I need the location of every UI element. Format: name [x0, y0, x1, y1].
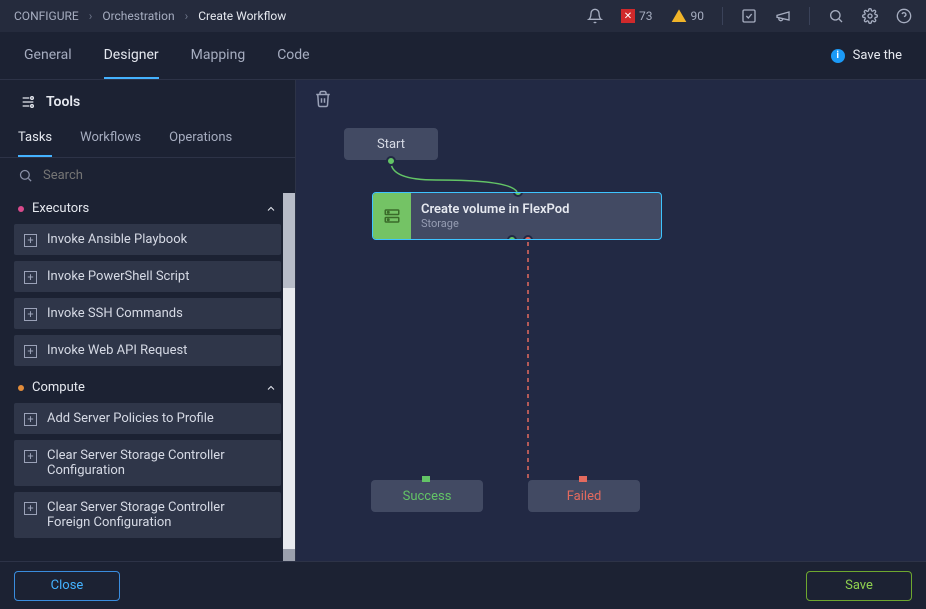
group-executors-label: Executors: [32, 201, 89, 216]
tools-icon: [20, 94, 36, 110]
bell-icon[interactable]: [587, 8, 603, 24]
breadcrumb: CONFIGURE › Orchestration › Create Workf…: [14, 9, 286, 23]
task-label: Add Server Policies to Profile: [47, 411, 214, 426]
alert-warning-count: 90: [691, 9, 705, 23]
megaphone-icon[interactable]: [775, 8, 791, 24]
node-start[interactable]: Start: [344, 128, 438, 160]
scrollbar-arrow-down[interactable]: [283, 549, 295, 561]
scrollbar-thumb[interactable]: [283, 193, 295, 288]
alert-warning-badge[interactable]: 90: [671, 8, 705, 24]
search-icon: [18, 168, 33, 183]
tab-code[interactable]: Code: [277, 32, 309, 79]
task-label: Clear Server Storage Controller Foreign …: [47, 500, 271, 530]
task-label: Invoke PowerShell Script: [47, 269, 189, 284]
breadcrumb-root[interactable]: CONFIGURE: [14, 9, 79, 23]
node-failed[interactable]: Failed: [528, 480, 640, 512]
breadcrumb-orchestration[interactable]: Orchestration: [102, 9, 174, 23]
port-in[interactable]: [579, 476, 587, 482]
subtab-workflows[interactable]: Workflows: [80, 120, 141, 157]
plus-icon: +: [24, 271, 37, 284]
critical-icon: ✕: [621, 9, 635, 23]
plus-icon: +: [24, 345, 37, 358]
node-subtitle: Storage: [421, 217, 569, 230]
workflow-canvas[interactable]: Start Create volume in FlexPod Storage S…: [296, 80, 926, 561]
node-success[interactable]: Success: [371, 480, 483, 512]
group-executors[interactable]: Executors: [14, 193, 281, 224]
node-title: Create volume in FlexPod: [421, 202, 569, 217]
plus-icon: +: [24, 308, 37, 321]
close-button[interactable]: Close: [14, 571, 120, 601]
task-label: Clear Server Storage Controller Configur…: [47, 448, 271, 478]
alert-critical-count: 73: [639, 9, 653, 23]
task-item[interactable]: + Invoke PowerShell Script: [14, 261, 281, 292]
node-success-label: Success: [403, 489, 452, 504]
tab-designer[interactable]: Designer: [104, 32, 159, 79]
node-create-volume[interactable]: Create volume in FlexPod Storage: [372, 192, 662, 240]
node-failed-label: Failed: [567, 489, 602, 504]
task-label: Invoke Ansible Playbook: [47, 232, 187, 247]
chevron-up-icon: [265, 203, 277, 215]
divider: [722, 7, 723, 25]
plus-icon: +: [24, 413, 37, 426]
subtab-tasks[interactable]: Tasks: [18, 120, 52, 157]
chevron-right-icon: ›: [185, 9, 189, 23]
task-item[interactable]: + Clear Server Storage Controller Configu…: [14, 440, 281, 486]
group-compute[interactable]: Compute: [14, 372, 281, 403]
port-out[interactable]: [386, 156, 396, 166]
task-item[interactable]: + Add Server Policies to Profile: [14, 403, 281, 434]
dot-icon: [18, 385, 24, 391]
task-label: Invoke Web API Request: [47, 343, 187, 358]
node-start-label: Start: [377, 137, 405, 152]
divider: [809, 7, 810, 25]
save-hint: i Save the: [831, 48, 902, 63]
port-in[interactable]: [422, 476, 430, 482]
search-input[interactable]: [43, 168, 277, 183]
scrollbar-track[interactable]: [283, 193, 295, 561]
search-icon[interactable]: [828, 8, 844, 24]
checkbox-icon[interactable]: [741, 8, 757, 24]
plus-icon: +: [24, 502, 37, 515]
tab-mapping[interactable]: Mapping: [191, 32, 246, 79]
chevron-up-icon: [265, 382, 277, 394]
help-icon[interactable]: [896, 8, 912, 24]
warning-icon: [671, 8, 687, 24]
gear-icon[interactable]: [862, 8, 878, 24]
breadcrumb-current: Create Workflow: [198, 9, 286, 23]
tools-title: Tools: [46, 94, 80, 110]
plus-icon: +: [24, 450, 37, 463]
chevron-right-icon: ›: [89, 9, 93, 23]
port-success[interactable]: [507, 235, 517, 240]
info-icon: i: [831, 49, 845, 63]
task-label: Invoke SSH Commands: [47, 306, 183, 321]
save-hint-text: Save the: [853, 48, 902, 63]
task-item[interactable]: + Invoke SSH Commands: [14, 298, 281, 329]
storage-icon: [373, 193, 411, 239]
plus-icon: +: [24, 234, 37, 247]
group-compute-label: Compute: [32, 380, 85, 395]
dot-icon: [18, 206, 24, 212]
tab-general[interactable]: General: [24, 32, 72, 79]
subtab-operations[interactable]: Operations: [169, 120, 232, 157]
task-item[interactable]: + Invoke Web API Request: [14, 335, 281, 366]
alert-critical-badge[interactable]: ✕ 73: [621, 9, 653, 23]
trash-icon[interactable]: [314, 90, 332, 108]
task-item[interactable]: + Clear Server Storage Controller Foreign…: [14, 492, 281, 538]
port-failed[interactable]: [523, 235, 533, 240]
tools-sidebar: Tools Tasks Workflows Operations Executo…: [0, 80, 296, 561]
save-button[interactable]: Save: [806, 571, 912, 601]
task-item[interactable]: + Invoke Ansible Playbook: [14, 224, 281, 255]
